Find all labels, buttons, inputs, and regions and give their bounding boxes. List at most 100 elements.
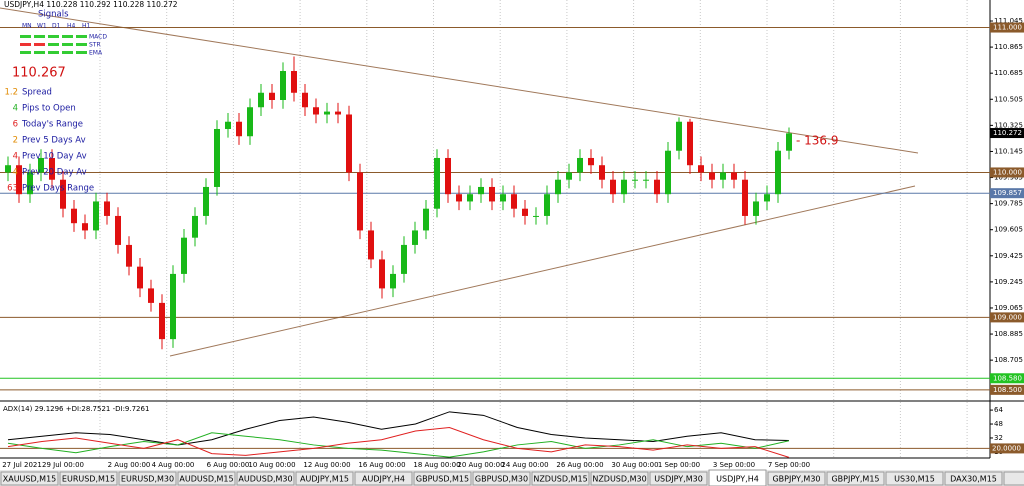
tab[interactable] <box>0 471 59 486</box>
candle-body <box>225 121 231 129</box>
tab-label[interactable]: US30,M15 <box>894 475 935 484</box>
tab[interactable] <box>236 471 295 486</box>
y-tick-label: 109.965 <box>994 174 1023 182</box>
tab[interactable] <box>649 471 708 486</box>
candle-body <box>170 273 176 340</box>
tab[interactable] <box>944 471 1003 486</box>
timeframe: MN <box>22 23 32 30</box>
tab-label[interactable]: AUDJPY,M15 <box>300 475 349 484</box>
tab-label[interactable]: NZDUSD,M15 <box>533 475 587 484</box>
x-tick-label: 29 Jul 00:00 <box>42 461 84 469</box>
stat-label: Prev 20 Day Av <box>22 168 87 178</box>
tab-label[interactable]: AUDUSD,M15 <box>179 475 233 484</box>
timeframe: H4 <box>67 23 76 30</box>
candle-body <box>16 165 22 195</box>
signal-dash <box>20 35 31 38</box>
tab-label[interactable]: XAUUSD,M15 <box>3 475 57 484</box>
tab-label[interactable]: GBPUSD,M30 <box>475 475 528 484</box>
stat-label: Pips to Open <box>22 104 76 114</box>
tab-label[interactable]: DAX30,M15 <box>950 475 997 484</box>
price: 110.267 <box>12 66 66 81</box>
candle-body <box>115 215 121 245</box>
y-tick-label: 109.785 <box>994 200 1023 208</box>
level-label: 110.272 <box>993 129 1022 137</box>
tab[interactable] <box>708 469 767 486</box>
tab-label[interactable]: NZDUSD,M30 <box>592 475 646 484</box>
y-tick-label: 109.425 <box>994 252 1023 260</box>
tab[interactable] <box>531 471 590 486</box>
candle-body <box>742 179 748 216</box>
tab-label[interactable]: AUDUSD,M30 <box>238 475 292 484</box>
candle-body <box>478 186 484 195</box>
candle-body <box>27 172 33 195</box>
y-tick-label: 109.065 <box>994 304 1023 312</box>
y-tick-label: 109.605 <box>994 226 1023 234</box>
tab[interactable] <box>472 471 531 486</box>
candle-body <box>247 107 253 137</box>
level-label: 108.580 <box>993 374 1022 382</box>
tab-label[interactable]: GBPUSD,M15 <box>416 475 469 484</box>
tab[interactable] <box>1003 471 1024 486</box>
tab[interactable] <box>826 471 885 486</box>
tab[interactable] <box>767 471 826 486</box>
level-label: 111.000 <box>993 24 1022 32</box>
tab-label[interactable]: GBPJPY,M15 <box>831 475 879 484</box>
tab-label[interactable]: USDJPY,M30 <box>654 475 703 484</box>
stat-value: 63 <box>7 184 18 194</box>
candle-body <box>5 165 11 173</box>
signal-dash <box>20 43 31 46</box>
tab-label[interactable]: AUDJPY,H4 <box>362 475 405 484</box>
candle-body <box>544 194 550 216</box>
tabs: XAUUSD,M15 EURUSD,M15 EURUSD,M30 AUDUSD,M15… <box>0 469 1024 486</box>
stat-label: Spread <box>22 88 52 98</box>
candle-body <box>654 179 660 195</box>
candle-body <box>390 273 396 289</box>
x-tick-label: 10 Aug 00:00 <box>248 461 295 469</box>
y-tick-label: 48 <box>994 420 1003 428</box>
y-tick-label: 110.325 <box>994 121 1023 129</box>
x-tick-label: 12 Aug 00:00 <box>303 461 350 469</box>
stat-value: 2 <box>13 136 18 146</box>
signal-dash <box>48 43 59 46</box>
indicator: STR <box>89 42 101 49</box>
level-label: 110.000 <box>993 168 1022 176</box>
tab[interactable] <box>413 471 472 486</box>
y-tick-label: 110.145 <box>994 147 1023 155</box>
candle-body <box>137 266 143 289</box>
level-box <box>990 443 1024 454</box>
stat-label: Prev Days Range <box>22 184 94 194</box>
candle-body <box>302 92 308 108</box>
tab[interactable] <box>295 471 354 486</box>
candle-body <box>489 186 495 202</box>
signal-dash <box>48 35 59 38</box>
tab[interactable] <box>59 471 118 486</box>
y-tick-label: 110.865 <box>994 43 1023 51</box>
annotation: - 136.9 <box>796 134 839 148</box>
candle-body <box>214 128 220 187</box>
candle-body <box>632 179 638 181</box>
level-label: 109.000 <box>993 313 1022 321</box>
tab[interactable] <box>885 471 944 486</box>
x-tick-label: 30 Aug 00:00 <box>611 461 658 469</box>
tab[interactable] <box>354 471 413 486</box>
header: USDJPY,H4 110.228 110.292 110.228 110.27… <box>4 0 178 9</box>
signal-dash <box>76 35 87 38</box>
tab[interactable] <box>590 471 649 486</box>
indicator-line <box>7 427 790 458</box>
tab[interactable] <box>118 471 177 486</box>
tab-label[interactable]: GBPJPY,M30 <box>772 475 820 484</box>
tab-label[interactable]: USDJPY,H4 <box>716 475 759 484</box>
tab-label[interactable]: EURUSD,M30 <box>121 475 174 484</box>
level-label: 109.857 <box>993 189 1022 197</box>
signals-title: Signals <box>38 10 69 20</box>
candle-body <box>599 165 605 180</box>
candle-body <box>357 172 363 231</box>
candle-body <box>533 215 539 217</box>
candle-body <box>709 172 715 180</box>
timeframe: D1 <box>52 23 61 30</box>
tab[interactable] <box>177 471 236 486</box>
indicator-line <box>7 432 790 458</box>
tab-label[interactable]: EURUSD,M15 <box>62 475 115 484</box>
